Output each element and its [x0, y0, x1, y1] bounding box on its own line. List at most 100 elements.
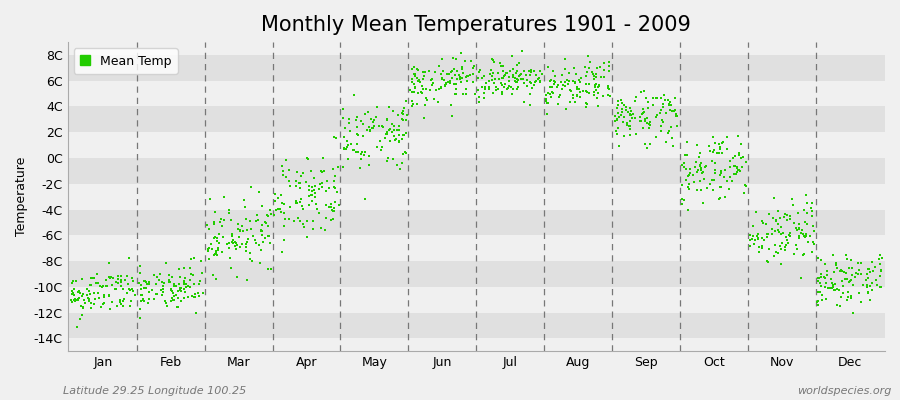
Point	[854, 260, 868, 266]
Point	[499, 70, 513, 77]
Point	[565, 95, 580, 101]
Point	[619, 119, 634, 126]
Point	[798, 192, 813, 198]
Point	[794, 275, 808, 281]
Point	[509, 79, 524, 85]
Point	[585, 68, 599, 75]
Point	[207, 252, 221, 258]
Point	[338, 125, 352, 132]
Point	[386, 108, 400, 115]
Point	[168, 282, 183, 289]
Point	[134, 292, 148, 298]
Point	[405, 76, 419, 82]
Point	[192, 292, 206, 299]
Point	[356, 133, 370, 140]
Point	[289, 183, 303, 190]
Point	[679, 152, 693, 159]
Point	[71, 296, 86, 302]
Point	[755, 235, 770, 241]
Point	[508, 69, 523, 76]
Point	[489, 87, 503, 93]
Point	[706, 133, 720, 140]
Point	[540, 100, 554, 106]
Point	[524, 69, 538, 76]
Point	[70, 289, 85, 295]
Point	[596, 93, 610, 99]
Point	[226, 240, 240, 247]
Point	[326, 208, 340, 214]
Point	[229, 246, 243, 253]
Point	[828, 287, 842, 293]
Bar	[68, 158, 885, 184]
Point	[742, 236, 757, 243]
Point	[589, 80, 603, 87]
Point	[486, 57, 500, 63]
Bar	[68, 312, 885, 338]
Point	[489, 84, 503, 90]
Point	[587, 88, 601, 95]
Point	[289, 200, 303, 206]
Point	[342, 116, 356, 122]
Point	[418, 86, 433, 92]
Point	[435, 56, 449, 62]
Point	[680, 166, 694, 172]
Point	[726, 163, 741, 169]
Point	[338, 144, 352, 151]
Point	[166, 293, 181, 300]
Point	[521, 67, 535, 74]
Point	[501, 82, 516, 89]
Point	[165, 285, 179, 292]
Point	[869, 282, 884, 288]
Point	[172, 281, 186, 288]
Point	[412, 77, 427, 83]
Point	[353, 165, 367, 171]
Point	[164, 287, 178, 293]
Point	[263, 240, 277, 246]
Point	[860, 289, 875, 295]
Point	[153, 271, 167, 277]
Point	[690, 167, 705, 173]
Point	[588, 84, 602, 90]
Point	[395, 160, 410, 166]
Point	[860, 289, 875, 295]
Point	[773, 242, 788, 249]
Point	[649, 95, 663, 101]
Point	[396, 108, 410, 114]
Point	[737, 190, 751, 196]
Point	[315, 184, 329, 190]
Point	[233, 227, 248, 234]
Point	[667, 108, 681, 114]
Point	[801, 239, 815, 245]
Point	[243, 217, 257, 224]
Point	[75, 276, 89, 282]
Point	[389, 136, 403, 142]
Point	[66, 278, 80, 284]
Point	[597, 74, 611, 80]
Point	[157, 280, 171, 286]
Point	[180, 282, 194, 289]
Point	[148, 281, 163, 288]
Point	[616, 133, 631, 140]
Point	[818, 261, 832, 267]
Point	[611, 142, 625, 149]
Point	[724, 178, 739, 184]
Point	[589, 71, 603, 77]
Point	[492, 60, 507, 66]
Point	[248, 237, 263, 244]
Point	[495, 75, 509, 82]
Point	[574, 75, 589, 82]
Point	[683, 166, 698, 172]
Point	[733, 149, 747, 156]
Point	[834, 293, 849, 300]
Point	[302, 193, 316, 199]
Bar	[68, 55, 885, 81]
Point	[183, 283, 197, 290]
Point	[413, 79, 428, 86]
Point	[156, 286, 170, 292]
Point	[328, 173, 342, 179]
Point	[720, 134, 734, 140]
Point	[354, 117, 368, 124]
Point	[509, 62, 524, 68]
Point	[142, 289, 157, 295]
Point	[845, 310, 859, 316]
